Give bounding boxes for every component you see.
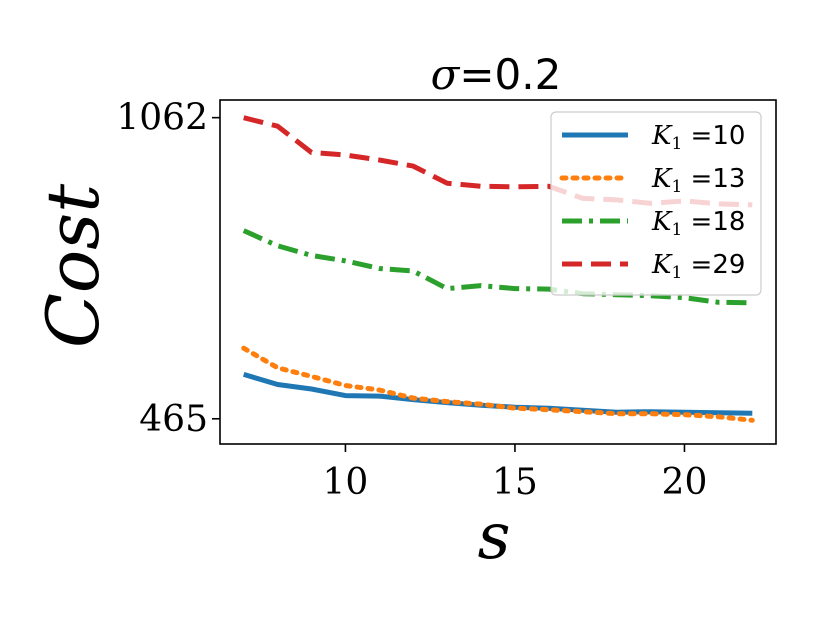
series-2-point-15: [750, 300, 755, 305]
series-0-point-3: [343, 393, 348, 398]
series-0-point-2: [309, 387, 314, 392]
x-tick-label-0: 10: [323, 462, 369, 503]
series-0-point-1: [275, 382, 280, 387]
series-0-point-0: [241, 372, 246, 377]
series-1-point-2: [309, 374, 314, 379]
series-1-point-5: [411, 396, 416, 401]
legend-label-2: K1 =18: [651, 207, 745, 240]
series-3-point-2: [309, 150, 314, 155]
series-1-point-6: [445, 399, 450, 404]
series-1-point-14: [716, 414, 721, 419]
series-1-point-9: [546, 407, 551, 412]
series-0-point-4: [377, 394, 382, 399]
x-tick-label-2: 20: [662, 462, 708, 503]
series-3-point-8: [513, 184, 518, 189]
x-tick-label-1: 15: [492, 462, 538, 503]
plot-frame: [219, 99, 777, 445]
y-axis-label: Cost: [31, 183, 115, 348]
series-1-point-8: [513, 406, 518, 411]
series-3-point-0: [241, 115, 246, 120]
series-2-point-2: [309, 253, 314, 258]
series-3-point-3: [343, 153, 348, 158]
series-3-point-5: [411, 164, 416, 169]
series-2-point-14: [716, 300, 721, 305]
series-2-point-3: [343, 258, 348, 263]
series-1-point-4: [377, 388, 382, 393]
series-3-point-6: [445, 181, 450, 186]
series-3-point-1: [275, 124, 280, 129]
series-2-point-0: [241, 228, 246, 233]
series-1-point-11: [614, 411, 619, 416]
legend-box: [550, 111, 762, 296]
series-2-point-7: [479, 283, 484, 288]
x-axis-ticks: 10 15 20: [323, 444, 708, 503]
legend-label-1: K1 =13: [651, 164, 745, 197]
series-line-2: [242, 228, 753, 306]
legend-label-3: K1 =29: [651, 250, 745, 283]
legend: K1 =10 K1 =13 K1 =18 K1 =29: [550, 111, 762, 296]
series-1-point-3: [343, 383, 348, 388]
x-axis-label: s: [478, 500, 511, 574]
series-2-point-8: [513, 286, 518, 291]
series-1-point-13: [682, 412, 687, 417]
series-2-point-4: [377, 266, 382, 271]
series-0-point-15: [750, 411, 755, 416]
series-1-point-7: [479, 402, 484, 407]
chart-title: σ=0.2: [431, 50, 562, 99]
series-2-point-1: [275, 243, 280, 248]
title-value: =0.2: [459, 50, 561, 99]
legend-label-0: K1 =10: [651, 121, 745, 154]
series-2-point-13: [682, 295, 687, 300]
y-tick-label-1: 1062: [116, 98, 208, 139]
series-1-point-12: [648, 411, 653, 416]
series-3-point-4: [377, 158, 382, 163]
series-1-point-0: [241, 346, 246, 351]
series-1-point-10: [580, 409, 585, 414]
series-1-point-1: [275, 365, 280, 370]
y-axis-ticks: 465 1062: [116, 98, 220, 440]
series-2-point-5: [411, 269, 416, 274]
series-1-point-15: [750, 418, 755, 423]
series-3-point-7: [479, 184, 484, 189]
series-line-1: [241, 345, 755, 423]
series-2-point-6: [445, 286, 450, 291]
title-sigma: σ: [431, 50, 461, 99]
y-tick-label-0: 465: [139, 399, 208, 440]
